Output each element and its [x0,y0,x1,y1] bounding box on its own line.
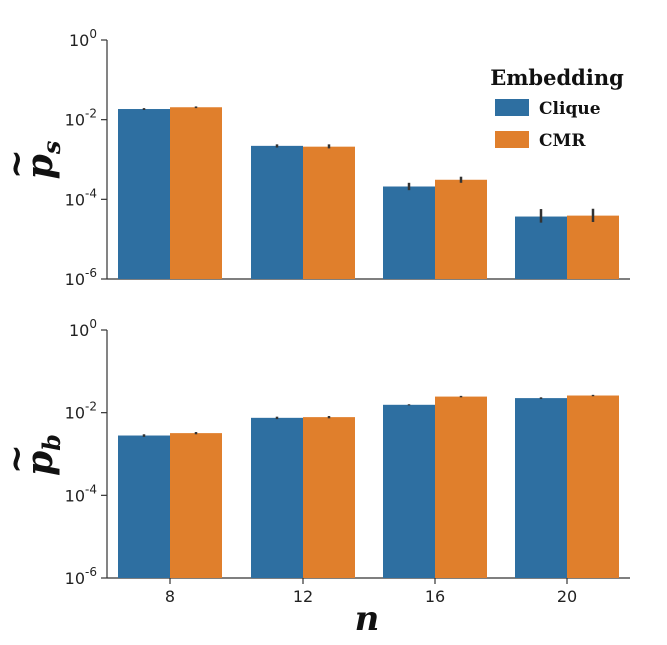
bar-clique-16 [383,186,435,279]
bottom-y-ticks: 100 10-2 10-4 10-6 [65,317,107,588]
bar-cmr-12 [303,146,355,279]
bar-cmr-8 [170,107,222,279]
bottom-y-label: pb ~ [0,434,66,476]
bar-clique-8 [118,435,170,578]
bar-clique-12 [251,417,303,578]
y-tick-label: 10-2 [65,400,97,423]
legend: Embedding Clique CMR [490,65,624,151]
bar-clique-16 [383,404,435,578]
top-error-bars [142,106,595,223]
bar-clique-20 [515,216,567,279]
x-tick-label: 20 [557,587,577,606]
x-axis-label: n [355,599,380,639]
legend-swatch-cmr [495,131,529,148]
panel-bottom: 100 10-2 10-4 10-6 8 12 16 20 pb ~ n [0,317,630,639]
y-tick-label: 10-4 [65,186,97,209]
x-tick-label: 12 [293,587,313,606]
bottom-error-bars [142,394,595,437]
bar-cmr-16 [435,396,487,578]
x-tick-label: 16 [425,587,445,606]
y-tick-label: 10-6 [65,565,97,588]
legend-swatch-clique [495,99,529,116]
bar-cmr-8 [170,433,222,578]
svg-text:pb: pb [19,434,66,476]
svg-text:ps: ps [19,140,66,179]
legend-title: Embedding [490,65,624,90]
bottom-y-label-base: p [19,451,61,476]
legend-label-cmr: CMR [539,131,586,151]
top-y-label-base: p [19,154,61,179]
top-y-label-sub: s [37,140,66,155]
bottom-bars [118,395,619,578]
y-tick-label: 100 [69,27,97,50]
top-y-label-tilde: ~ [0,149,37,179]
bar-clique-8 [118,109,170,279]
panel-top: 100 10-2 10-4 10-6 ps ~ Embedding Clique CM… [0,27,630,289]
y-tick-label: 10-6 [65,266,97,289]
bar-cmr-20 [567,395,619,578]
top-y-label: ps ~ [0,140,66,179]
y-tick-label: 10-4 [65,482,97,505]
y-tick-label: 10-2 [65,107,97,130]
bar-clique-12 [251,145,303,279]
top-y-ticks: 100 10-2 10-4 10-6 [65,27,107,289]
bottom-x-ticks: 8 12 16 20 [165,578,577,606]
bar-cmr-20 [567,215,619,279]
bar-clique-20 [515,398,567,578]
bottom-y-label-tilde: ~ [0,444,37,474]
legend-label-clique: Clique [539,99,601,119]
y-tick-label: 100 [69,317,97,340]
bottom-y-label-sub: b [37,434,66,451]
x-tick-label: 8 [165,587,175,606]
bar-cmr-16 [435,179,487,279]
top-bars [118,107,619,279]
bar-cmr-12 [303,417,355,578]
